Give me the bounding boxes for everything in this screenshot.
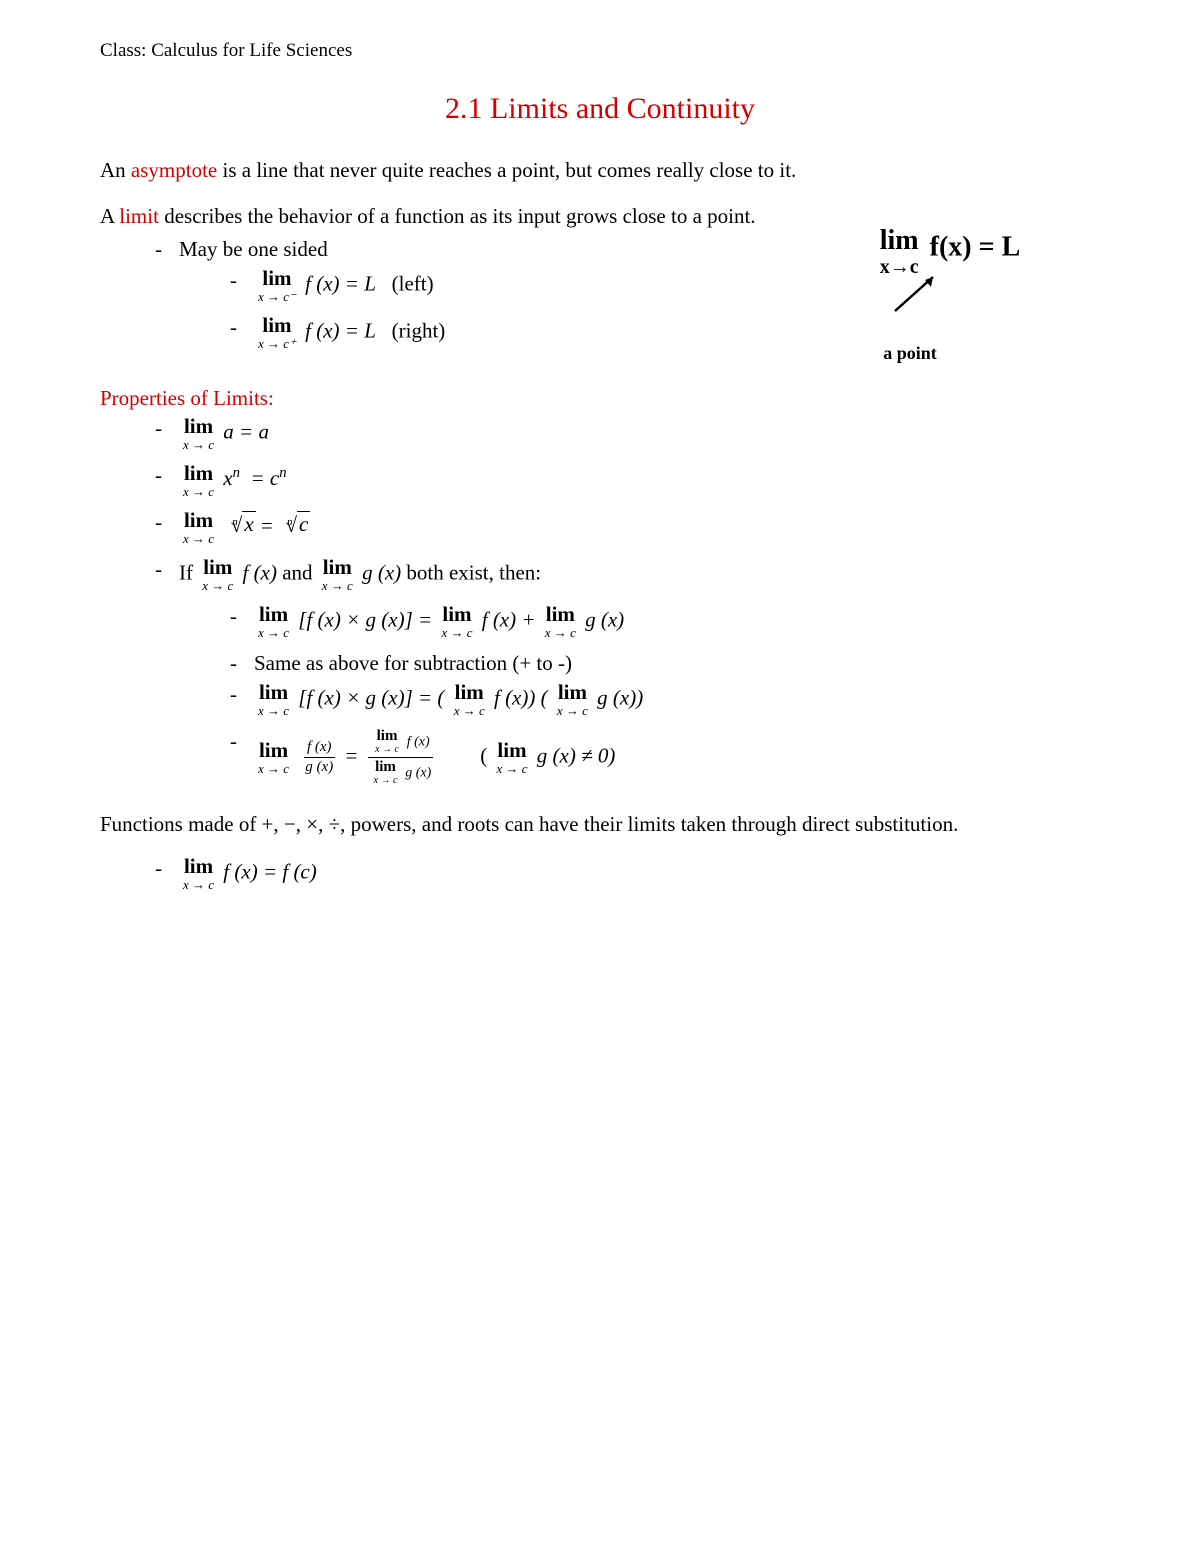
right-limit: - lim x → c⁺ f (x) = L (right) [230,315,830,350]
prop-product: - lim x → c [f (x) × g (x)] = ( lim x → … [230,682,1100,717]
text: Same as above for subtraction (+ to -) [254,651,1100,676]
asymptote-term: asymptote [131,158,217,182]
lim-symbol: lim x → c [375,729,399,755]
properties-heading: Properties of Limits: [100,384,1100,412]
lim-symbol: lim x → c [545,604,576,639]
lim-symbol: lim x → c [202,557,233,592]
figure-lim: lim x→c [880,227,919,277]
text: A [100,204,119,228]
dash-bullet: - [230,682,254,707]
lim-symbol: lim x → c [258,740,289,775]
dash-bullet: - [230,729,254,754]
lim-symbol: lim x → c [183,856,214,891]
prop-power: - lim x → c xn = cn [155,463,1100,498]
lim-symbol: lim x → c [183,463,214,498]
dash-bullet: - [230,604,254,629]
text: An [100,158,131,182]
nth-root: n√x [223,512,255,538]
lim-symbol: lim x → c [374,760,398,786]
dash-bullet: - [155,416,179,441]
prop-quotient: - lim x → c f (x) g (x) = lim x → c f (x… [230,729,1100,786]
page-title: 2.1 Limits and Continuity [100,92,1100,126]
lim-symbol: lim x → c [183,510,214,545]
math-expr: lim x → c a = a [179,416,1100,451]
math-expr: If lim x → c f (x) and lim x → c g (x) b… [179,557,1100,592]
direct-substitution-formula: - lim x → c f (x) = f (c) [155,856,1100,891]
prop-constant: - lim x → c a = a [155,416,1100,451]
text: describes the behavior of a function as … [159,204,756,228]
lim-symbol: lim x → c [258,682,289,717]
dash-bullet: - [155,510,179,535]
nth-root: n√c [278,512,310,538]
prop-sum: - lim x → c [f (x) × g (x)] = lim x → c … [230,604,1100,639]
math-expr: lim x → c n√x = n√c [179,510,1100,545]
lim-symbol: lim x → c [258,604,289,639]
prop-if-exist: - If lim x → c f (x) and lim x → c g (x)… [155,557,1100,592]
fraction: f (x) g (x) [302,740,336,775]
text: May be one sided [179,237,830,262]
dash-bullet: - [155,237,179,262]
limit-notation-figure: lim x→c f(x) = L a point [830,227,1070,364]
lim-sub: x→c [880,257,919,277]
figure-point-label: a point [830,343,990,364]
lim-symbol: lim x → c [441,604,472,639]
math-expr: lim x → c [f (x) × g (x)] = ( lim x → c … [254,682,1100,717]
figure-fx: f(x) = L [923,231,1021,262]
math-expr: lim x → c⁺ f (x) = L (right) [254,315,830,350]
prop-subtraction-note: - Same as above for subtraction (+ to -) [230,651,1100,676]
lim-text: lim [880,227,919,255]
lim-symbol: lim x → c [557,682,588,717]
dash-bullet: - [155,557,179,582]
math-expr: lim x → c f (x) = f (c) [179,856,1100,891]
direct-substitution-text: Functions made of +, −, ×, ÷, powers, an… [100,810,1100,838]
lim-symbol: lim x → c⁻ [258,268,296,303]
lim-symbol: lim x → c [454,682,485,717]
lim-symbol: lim x → c [183,416,214,451]
left-limit: - lim x → c⁻ f (x) = L (left) [230,268,830,303]
class-header: Class: Calculus for Life Sciences [100,40,1100,62]
dash-bullet: - [155,463,179,488]
lim-symbol: lim x → c⁺ [258,315,296,350]
lim-symbol: lim x → c [322,557,353,592]
math-expr: lim x → c f (x) g (x) = lim x → c f (x) [254,729,1100,786]
text: is a line that never quite reaches a poi… [217,158,796,182]
prop-root: - lim x → c n√x = n√c [155,510,1100,545]
arrow-icon [885,273,965,313]
document-page: Class: Calculus for Life Sciences 2.1 Li… [0,0,1200,943]
dash-bullet: - [230,268,254,293]
asymptote-definition: An asymptote is a line that never quite … [100,156,1100,184]
fraction: lim x → c f (x) lim x → c g (x) [367,729,435,786]
math-expr: lim x → c⁻ f (x) = L (left) [254,268,830,303]
lim-symbol: lim x → c [496,740,527,775]
one-sided-heading: - May be one sided [155,237,830,262]
dash-bullet: - [155,856,179,881]
math-expr: lim x → c xn = cn [179,463,1100,498]
dash-bullet: - [230,651,254,676]
math-expr: lim x → c [f (x) × g (x)] = lim x → c f … [254,604,1100,639]
dash-bullet: - [230,315,254,340]
limit-term: limit [119,204,159,228]
